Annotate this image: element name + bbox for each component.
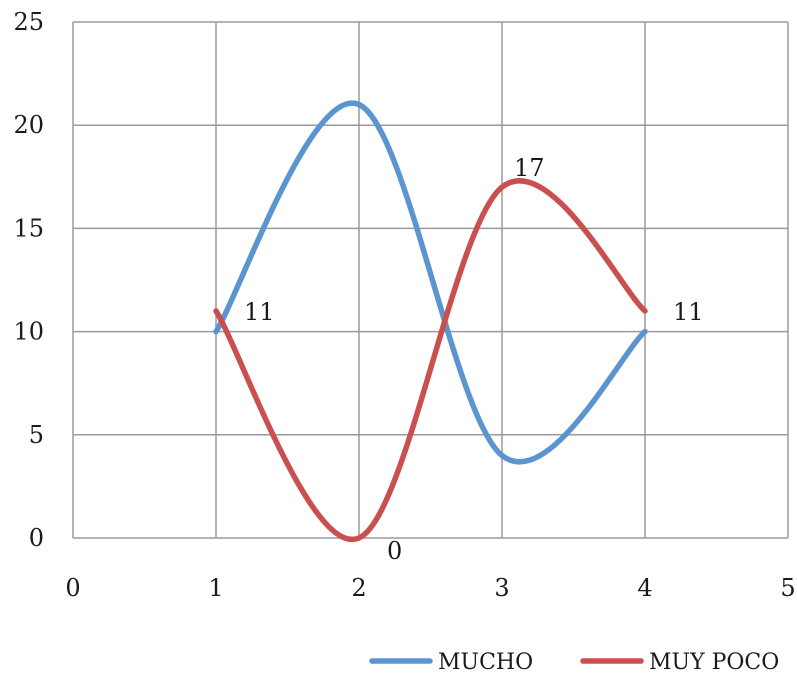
y-tick-label: 10 — [13, 318, 44, 346]
x-tick-label: 3 — [494, 574, 509, 602]
y-tick-label: 5 — [29, 421, 44, 449]
x-tick-label: 2 — [351, 574, 366, 602]
x-tick-label: 0 — [65, 574, 80, 602]
data-label: 11 — [244, 298, 275, 326]
data-label: 0 — [387, 537, 402, 565]
legend: MUCHO MUY POCO — [369, 650, 779, 675]
data-label: 11 — [673, 298, 704, 326]
series-line-muy-poco — [213, 178, 648, 543]
legend-label: MUCHO — [438, 650, 533, 675]
x-tick-label: 1 — [208, 574, 223, 602]
x-tick-label: 4 — [637, 574, 652, 602]
y-tick-label: 20 — [13, 111, 44, 139]
y-tick-label: 15 — [13, 214, 44, 242]
x-axis-ticks: 0 1 2 3 4 5 — [65, 574, 795, 602]
legend-label: MUY POCO — [649, 650, 779, 675]
y-axis-ticks: 0 5 10 15 20 25 — [13, 8, 44, 552]
x-tick-label: 5 — [780, 574, 795, 602]
y-tick-label: 25 — [13, 8, 44, 36]
data-label: 17 — [514, 154, 545, 182]
y-tick-label: 0 — [29, 524, 44, 552]
series-lines — [213, 100, 648, 543]
series-line-mucho — [213, 100, 648, 465]
data-labels: 11 0 17 11 — [244, 154, 704, 565]
